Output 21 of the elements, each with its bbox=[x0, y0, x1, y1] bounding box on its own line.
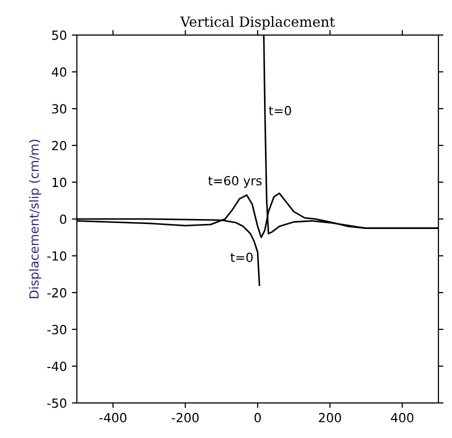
y-tick-label: 20 bbox=[52, 140, 66, 150]
annotation: t=0 bbox=[230, 252, 253, 262]
y-tick-label: 50 bbox=[52, 30, 66, 40]
y-axis-title: Displacement/slip (cm/m) bbox=[29, 140, 42, 298]
chart-title: Vertical Displacement bbox=[180, 16, 335, 30]
y-tick-label: 0 bbox=[60, 214, 66, 224]
x-tick-label: -200 bbox=[172, 412, 199, 422]
y-tick-label: -10 bbox=[47, 251, 66, 261]
x-tick-label: -400 bbox=[99, 412, 126, 422]
y-tick-label: 30 bbox=[52, 104, 66, 114]
x-tick-label: 200 bbox=[318, 412, 342, 422]
y-tick-label: -40 bbox=[47, 362, 66, 372]
y-tick-label: -50 bbox=[47, 398, 66, 408]
x-tick-label: 400 bbox=[390, 412, 414, 422]
y-tick-label: 10 bbox=[52, 178, 66, 188]
y-tick-label: -20 bbox=[47, 288, 66, 298]
annotation: t=0 bbox=[268, 106, 292, 116]
y-tick-label: 40 bbox=[52, 67, 66, 77]
annotation: t=60 yrs bbox=[208, 176, 262, 188]
x-tick-label: 0 bbox=[254, 412, 261, 422]
y-tick-label: -30 bbox=[47, 324, 66, 334]
